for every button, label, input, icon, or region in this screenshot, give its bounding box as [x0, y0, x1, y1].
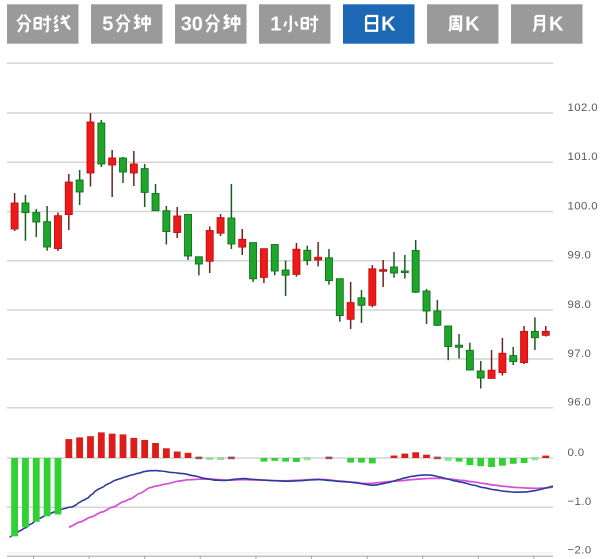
- svg-text:102.0: 102.0: [568, 102, 599, 114]
- svg-text:K: K: [381, 14, 396, 36]
- svg-text:0.0: 0.0: [568, 447, 585, 459]
- svg-text:K: K: [465, 14, 480, 36]
- svg-text:−1.0: −1.0: [568, 496, 592, 508]
- svg-text:5: 5: [102, 14, 113, 36]
- svg-text:−2.0: −2.0: [568, 544, 592, 556]
- svg-text:99.0: 99.0: [568, 250, 592, 262]
- svg-text:0: 0: [192, 14, 203, 36]
- svg-text:98.0: 98.0: [568, 299, 592, 311]
- svg-text:3: 3: [181, 14, 192, 36]
- svg-text:1: 1: [270, 14, 281, 36]
- svg-text:96.0: 96.0: [568, 397, 592, 409]
- svg-text:97.0: 97.0: [568, 348, 592, 360]
- svg-text:100.0: 100.0: [568, 200, 599, 212]
- svg-text:101.0: 101.0: [568, 151, 599, 163]
- svg-text:K: K: [549, 14, 564, 36]
